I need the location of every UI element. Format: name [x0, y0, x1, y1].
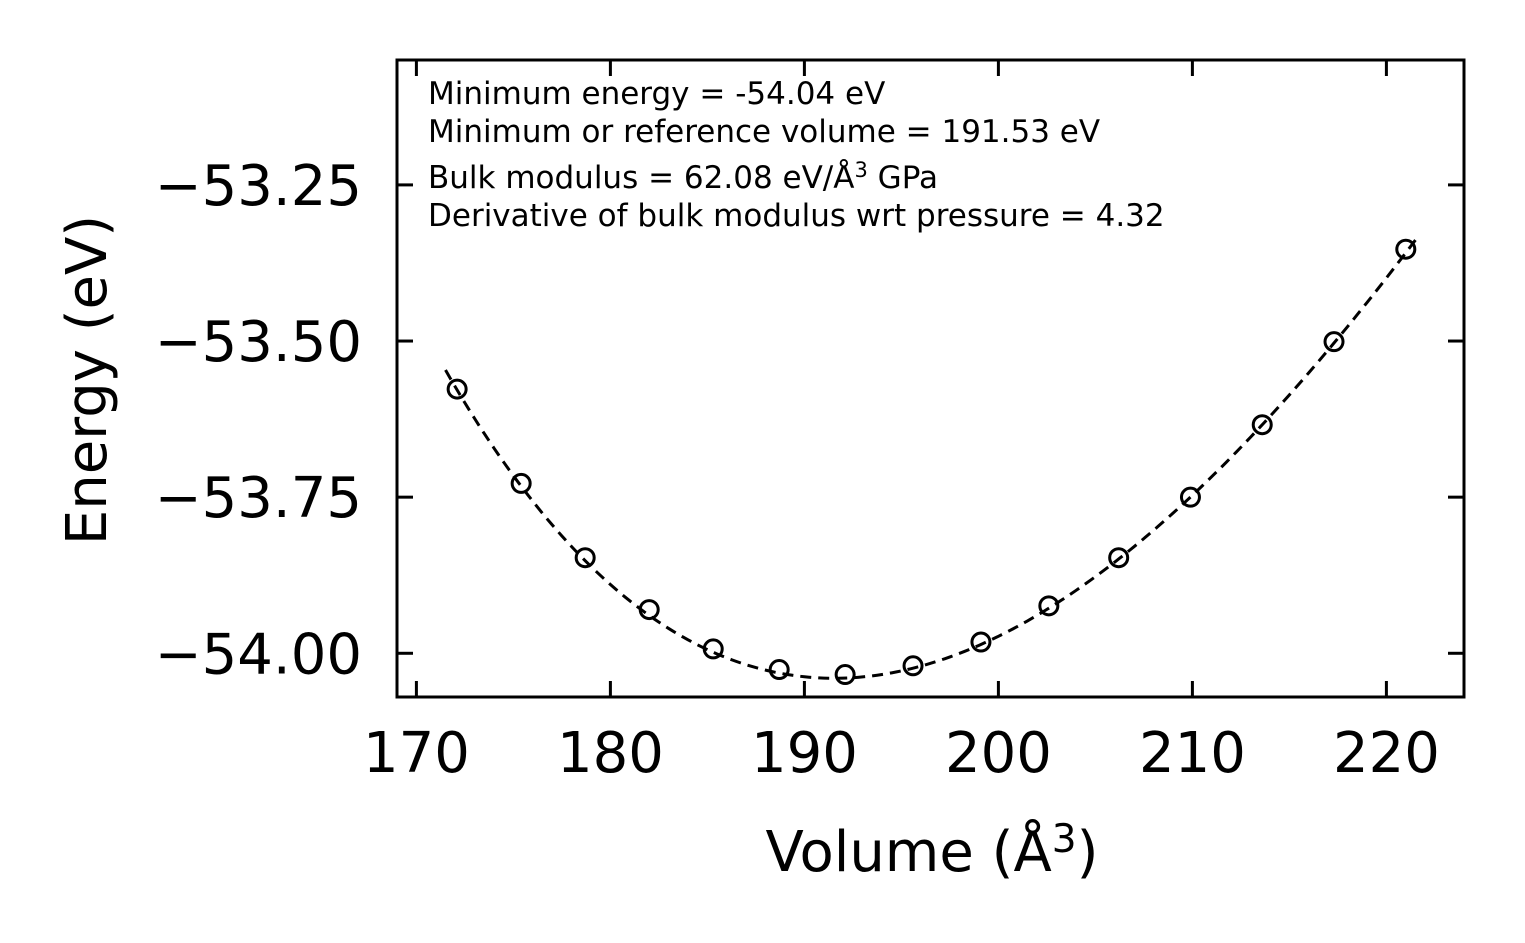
data-point [446, 378, 468, 400]
annotation-min-energy: Minimum energy = -54.04 eV [428, 76, 885, 112]
data-point [702, 638, 724, 660]
annotation-bulk-modulus-sup: 3 [854, 158, 867, 182]
data-point [638, 599, 660, 621]
data-point [1323, 331, 1345, 353]
x-tick-label: 190 [751, 721, 858, 786]
x-axis-label-sup: 3 [1052, 817, 1077, 862]
data-point [574, 547, 596, 569]
x-axis-label: Volume (Å3) [766, 817, 1099, 885]
plot-frame [395, 58, 1466, 699]
x-axis-label-text: Volume (Å [766, 819, 1052, 885]
data-point [834, 664, 856, 686]
data-points-layer [446, 238, 1417, 686]
x-tick-label: 170 [363, 721, 470, 786]
annotation-bulk-derivative: Derivative of bulk modulus wrt pressure … [428, 198, 1165, 234]
fit-curve-layer [444, 239, 1417, 680]
annotation-bulk-modulus-unit: GPa [868, 160, 938, 196]
data-point [1395, 238, 1417, 260]
y-axis-label: Energy (eV) [55, 215, 120, 545]
data-point [510, 472, 532, 494]
x-tick-label: 200 [945, 721, 1052, 786]
y-tick-label: −53.75 [155, 466, 362, 531]
annotation-bulk-modulus-text: Bulk modulus = 62.08 eV/Å [428, 160, 854, 196]
data-point [1251, 414, 1273, 436]
data-point [970, 631, 992, 653]
data-point [1179, 486, 1201, 508]
y-tick-label: −53.50 [155, 310, 362, 375]
data-point [902, 655, 924, 677]
y-tick-label: −54.00 [155, 622, 362, 687]
data-point [768, 659, 790, 681]
x-tick-label: 220 [1333, 721, 1440, 786]
data-point [1108, 547, 1130, 569]
annotation-min-volume: Minimum or reference volume = 191.53 eV [428, 114, 1100, 150]
y-tick-label: −53.25 [155, 154, 362, 219]
x-tick-label: 210 [1139, 721, 1246, 786]
annotation-bulk-modulus: Bulk modulus = 62.08 eV/Å3 GPa [428, 158, 938, 196]
x-axis-label-suffix: ) [1077, 820, 1099, 885]
fit-curve [444, 239, 1417, 680]
ticks-layer: 170 180 190 200 210 220 −53.25 −53.50 −53.75 −54.… [155, 60, 1464, 786]
x-tick-label: 180 [557, 721, 664, 786]
data-point [1038, 595, 1060, 617]
